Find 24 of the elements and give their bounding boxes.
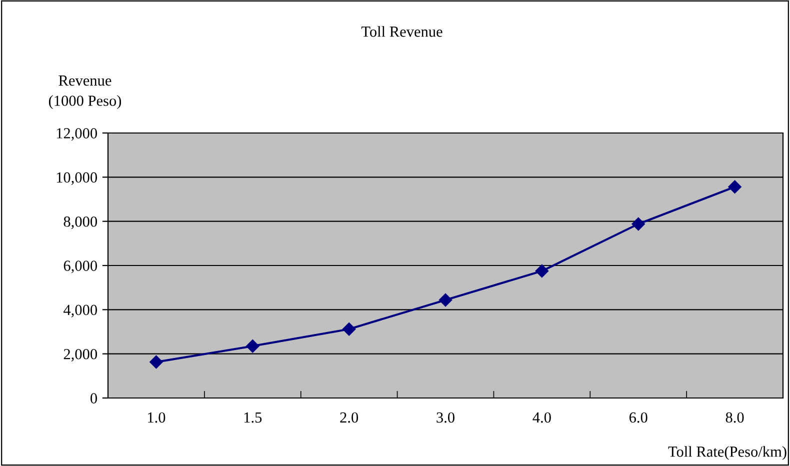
point	[728, 180, 742, 194]
x-tick-label: 6.0	[629, 412, 648, 423]
x-tick-label: 1.0	[148, 412, 166, 423]
x-tick-label: 2.0	[340, 412, 358, 423]
point	[535, 264, 549, 278]
x-tick-label: 8.0	[726, 412, 744, 423]
y-tick-label: 4,000	[64, 304, 97, 318]
y-tick-label: 6,000	[64, 260, 97, 274]
x-axis-title: Toll Rate(Peso/km)	[668, 446, 786, 460]
x-tick-label: 4.0	[532, 412, 551, 423]
x-tick-label: 1.5	[244, 412, 262, 423]
x-tick-label: 3.0	[436, 412, 454, 423]
point	[150, 355, 163, 369]
y-tick-label: 8,000	[64, 216, 97, 229]
y-tick-label: 2,000	[64, 348, 97, 362]
point	[438, 293, 452, 307]
y-tick-label: 0	[90, 393, 97, 404]
point	[342, 322, 356, 336]
y-tick-label: 10,000	[56, 172, 97, 185]
point	[632, 217, 645, 231]
y-axis-title: Revenue (1000 Peso)	[48, 76, 122, 110]
chart-title: Toll Revenue	[361, 26, 442, 37]
y-tick-label: 12,000	[56, 128, 97, 141]
point	[246, 340, 260, 353]
